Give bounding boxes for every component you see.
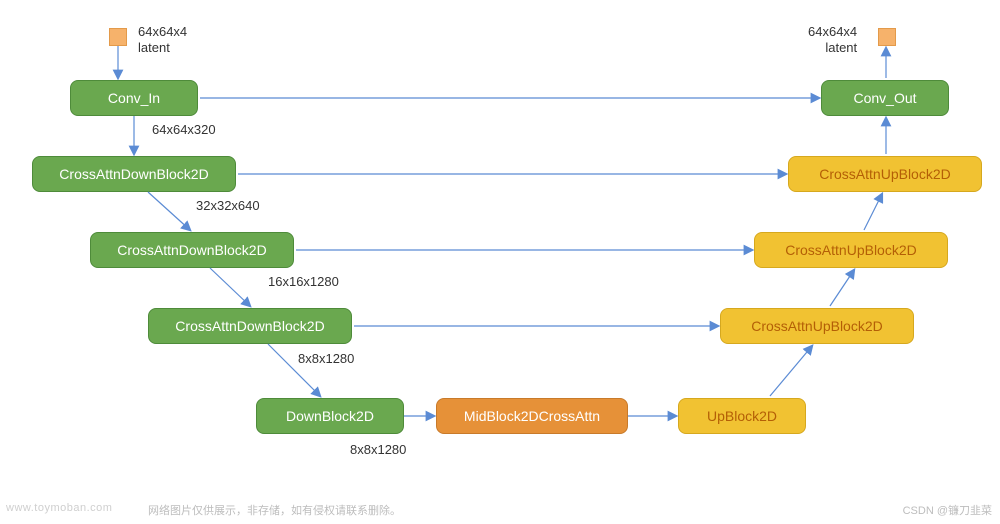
node-down2: CrossAttnDownBlock2D (90, 232, 294, 268)
node-up2: CrossAttnUpBlock2D (754, 232, 948, 268)
node-down1: CrossAttnDownBlock2D (32, 156, 236, 192)
node-down1-label: CrossAttnDownBlock2D (59, 166, 208, 182)
arrow (830, 270, 854, 306)
node-conv-out: Conv_Out (821, 80, 949, 116)
anno-top-right-line1: 64x64x4latent (808, 24, 857, 55)
node-up1: CrossAttnUpBlock2D (788, 156, 982, 192)
node-down4: DownBlock2D (256, 398, 404, 434)
credit: CSDN @镰刀韭菜 (903, 502, 992, 518)
footnote: 网络图片仅供展示，非存储，如有侵权请联系删除。 (148, 502, 401, 518)
node-down2-label: CrossAttnDownBlock2D (117, 242, 266, 258)
anno-mid: 8x8x1280 (350, 442, 406, 458)
node-up4-label: UpBlock2D (707, 408, 777, 424)
latent-out-box (878, 28, 896, 46)
arrow (770, 346, 812, 396)
node-conv-in-label: Conv_In (108, 90, 160, 106)
node-up2-label: CrossAttnUpBlock2D (785, 242, 917, 258)
node-mid-label: MidBlock2DCrossAttn (464, 408, 600, 424)
node-down4-label: DownBlock2D (286, 408, 374, 424)
anno-d3: 16x16x1280 (268, 274, 339, 290)
arrow (148, 192, 190, 230)
anno-top-right: 64x64x4latent (808, 24, 857, 57)
anno-d1: 64x64x320 (152, 122, 216, 138)
watermark: www.toymoban.com (6, 502, 112, 514)
anno-d4: 8x8x1280 (298, 351, 354, 367)
node-mid: MidBlock2DCrossAttn (436, 398, 628, 434)
node-up1-label: CrossAttnUpBlock2D (819, 166, 951, 182)
anno-top-left: 64x64x4latent (138, 24, 187, 57)
node-down3-label: CrossAttnDownBlock2D (175, 318, 324, 334)
node-up4: UpBlock2D (678, 398, 806, 434)
arrow (864, 194, 882, 230)
anno-top-left-line1: 64x64x4latent (138, 24, 187, 55)
arrow (210, 268, 250, 306)
node-up3: CrossAttnUpBlock2D (720, 308, 914, 344)
node-conv-out-label: Conv_Out (853, 90, 916, 106)
node-up3-label: CrossAttnUpBlock2D (751, 318, 883, 334)
anno-d2: 32x32x640 (196, 198, 260, 214)
node-conv-in: Conv_In (70, 80, 198, 116)
latent-in-box (109, 28, 127, 46)
node-down3: CrossAttnDownBlock2D (148, 308, 352, 344)
